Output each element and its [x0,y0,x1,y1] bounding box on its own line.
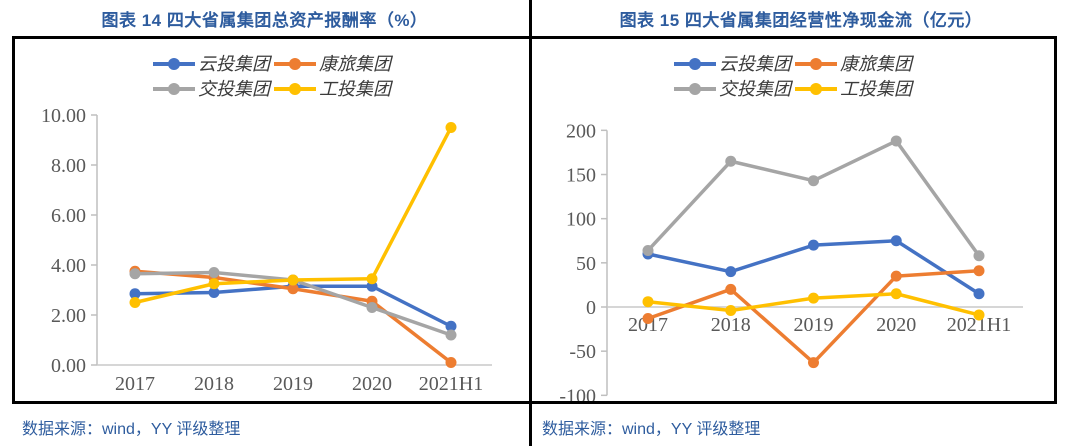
series-marker-2 [973,250,985,262]
series-marker-0 [725,266,737,278]
y-tick-label: -50 [569,341,596,363]
series-marker-2 [808,175,819,187]
x-category-label: 2017 [628,314,668,336]
series-line-2 [646,139,981,258]
series-marker-3 [129,297,141,308]
y-tick-label: -100 [559,385,596,401]
x-category-label: 2020 [352,373,392,395]
x-category-label: 2019 [273,373,313,395]
series-marker-3 [642,296,654,308]
right-chart-title: 图表 15 四大省属集团经营性净现金流（亿元） [619,10,983,30]
y-tick-label: 0.00 [51,355,86,377]
y-tick-label: 10.00 [41,105,86,127]
series-marker-0 [973,288,985,300]
series-marker-3 [366,273,378,285]
series-marker-0 [890,235,902,247]
series-marker-3 [890,288,902,300]
series-marker-3 [208,278,220,290]
series-marker-1 [725,283,737,295]
x-category-label: 2020 [876,314,916,336]
left-chart-title: 图表 14 四大省属集团总资产报酬率（%） [101,10,428,30]
series-marker-0 [129,288,141,300]
series-marker-1 [642,312,654,324]
series-marker-2 [445,329,457,341]
y-tick-label: 8.00 [51,155,86,177]
y-tick-label: 100 [566,209,596,231]
y-tick-label: 4.00 [51,255,86,277]
x-category-label: 2018 [711,314,751,336]
series-marker-2 [129,268,141,280]
series-marker-3 [287,274,299,286]
series-marker-0 [208,287,220,298]
series-marker-2 [366,302,378,313]
y-tick-label: 0 [586,297,596,319]
y-tick-label: 200 [566,120,596,142]
series-marker-1 [287,283,299,295]
x-category-label: 2017 [115,373,155,395]
series-marker-3 [808,292,819,304]
series-marker-2 [642,244,654,256]
right-chart-box: -100 -50 0 50 100 150 200 2017 2018 2019 2020 2021H… [529,36,1057,404]
series-marker-2 [725,155,737,167]
right-source-note: 数据来源：wind，YY 评级整理 [542,420,761,438]
y-tick-label: 50 [576,253,596,275]
series-marker-3 [445,122,457,133]
y-tick-label: 150 [566,165,596,187]
series-marker-2 [208,267,220,278]
x-category-label: 2021H1 [419,373,483,395]
right-line-chart: -100 -50 0 50 100 150 200 2017 2018 2019 2020 2021H… [559,120,1023,401]
series-marker-0 [445,320,457,332]
series-marker-1 [890,270,902,282]
series-marker-1 [808,357,819,369]
left-source-note: 数据来源：wind，YY 评级整理 [22,420,241,438]
y-tick-label: 6.00 [51,205,86,227]
x-category-label: 2019 [794,314,834,336]
x-category-label: 2018 [194,373,234,395]
series-marker-3 [973,309,985,321]
left-line-chart: 0.00 2.00 4.00 6.00 8.00 10.00 2017 2018 2019 202… [41,105,492,395]
series-marker-1 [973,265,985,277]
y-tick-label: 2.00 [51,305,86,327]
series-marker-2 [890,135,902,147]
left-chart-box: 0.00 2.00 4.00 6.00 8.00 10.00 2017 2018 2019 202… [12,36,532,404]
series-marker-0 [808,239,819,251]
x-category-label: 2021H1 [947,314,1011,336]
series-marker-1 [445,357,457,368]
series-marker-3 [725,305,737,317]
